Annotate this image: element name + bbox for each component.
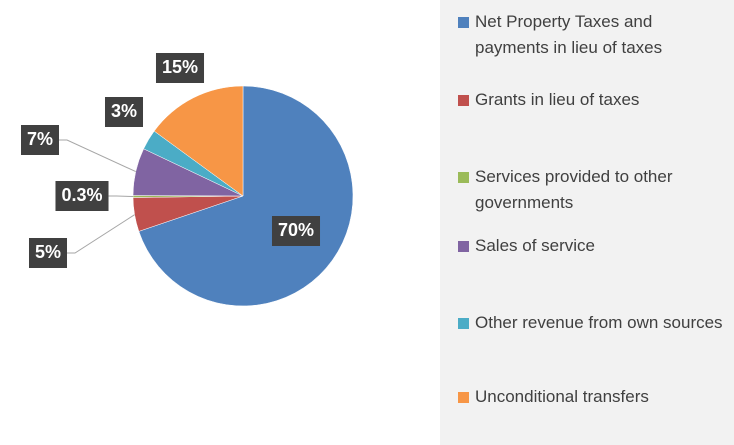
data-label-box [20,125,60,155]
pie-slice [138,85,354,307]
legend-label: Net Property Taxes and payments in lieu … [475,12,663,57]
data-label-text: 3% [111,101,137,121]
legend-label: Sales of service [475,236,595,255]
data-label: 7% [20,125,60,155]
legend-label: Other revenue from own sources [475,313,723,332]
legend-item: Sales of service [458,233,730,259]
leader-line [67,214,135,254]
data-label-text: 0.3% [61,185,102,205]
data-label-box [271,216,321,246]
data-label: 15% [155,53,205,83]
data-label-text: 5% [35,242,61,262]
data-label-box [155,53,205,83]
data-label-box [104,97,144,127]
legend-label: Grants in lieu of taxes [475,90,640,109]
data-label-text: 15% [162,57,198,77]
data-label: 0.3% [55,181,109,211]
pie-slice [153,85,244,197]
legend-swatch [458,318,469,329]
legend-item: Net Property Taxes and payments in lieu … [458,9,730,61]
data-label-box [28,238,68,268]
legend-swatch [458,392,469,403]
legend-swatch [458,241,469,252]
data-label-text: 7% [27,129,53,149]
leader-line [108,195,134,198]
legend-swatch [458,172,469,183]
legend-item: Other revenue from own sources [458,310,730,336]
leader-line [59,139,136,173]
legend-swatch [458,95,469,106]
legend-item: Unconditional transfers [458,384,730,410]
legend-label: Services provided to other governments [475,167,673,212]
legend-label: Unconditional transfers [475,387,649,406]
data-label: 5% [28,238,68,268]
data-label: 70% [271,216,321,246]
data-label-box [55,181,109,211]
legend-swatch [458,17,469,28]
legend-item: Grants in lieu of taxes [458,87,730,113]
legend: Net Property Taxes and payments in lieu … [440,0,734,445]
legend-item: Services provided to other governments [458,164,730,216]
pie-area: 70% 5% 0.3% 7% 3% 15% [20,53,354,307]
data-label: 3% [104,97,144,127]
data-label-text: 70% [278,220,314,240]
